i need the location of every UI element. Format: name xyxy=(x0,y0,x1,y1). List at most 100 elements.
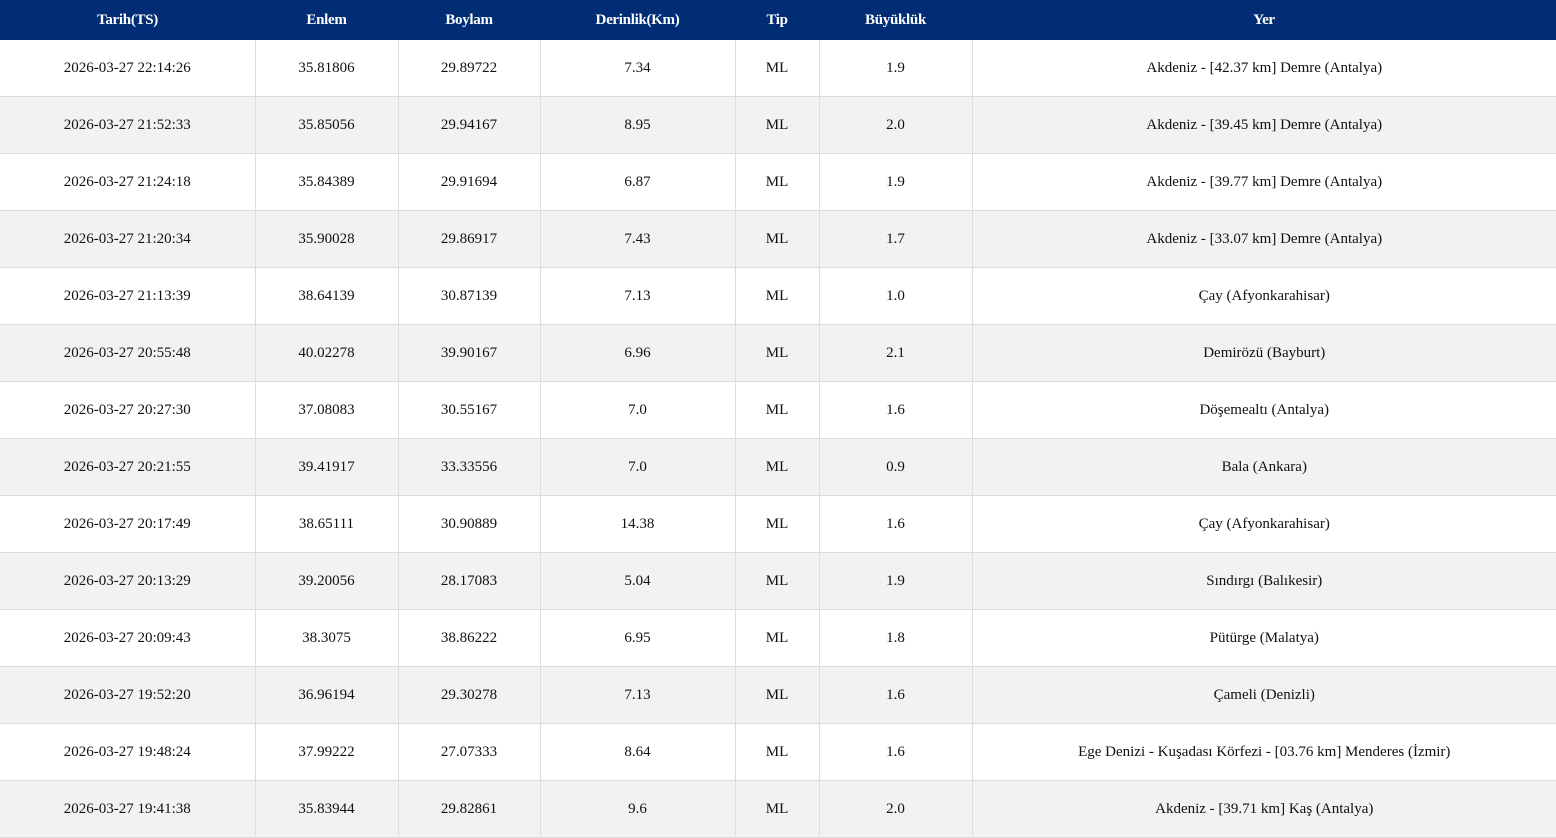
table-row[interactable]: 2026-03-27 20:13:29 39.20056 28.17083 5.04 M… xyxy=(0,552,1556,610)
cell-location: Akdeniz - [39.77 km] Demre (Antalya) xyxy=(972,153,1556,211)
table-row[interactable]: 2026-03-27 20:17:49 38.65111 30.90889 14.38… xyxy=(0,495,1556,553)
cell-depth: 14.38 xyxy=(540,495,736,553)
cell-date: 2026-03-27 20:13:29 xyxy=(0,552,256,610)
cell-latitude: 35.85056 xyxy=(255,96,399,154)
header-row: Tarih(TS) Enlem Boylam Derinlik(Km) Tip Büyük… xyxy=(0,0,1556,40)
cell-magnitude: 1.6 xyxy=(819,723,973,781)
cell-location: Akdeniz - [33.07 km] Demre (Antalya) xyxy=(972,210,1556,268)
cell-latitude: 37.99222 xyxy=(255,723,399,781)
cell-longitude: 29.86917 xyxy=(398,210,541,268)
cell-magnitude: 0.9 xyxy=(819,438,973,496)
cell-magnitude: 2.1 xyxy=(819,324,973,382)
column-header-location[interactable]: Yer xyxy=(972,0,1556,40)
cell-longitude: 27.07333 xyxy=(398,723,541,781)
cell-magnitude: 2.0 xyxy=(819,780,973,838)
cell-magnitude: 1.9 xyxy=(819,40,973,97)
table-row[interactable]: 2026-03-27 20:27:30 37.08083 30.55167 7.0 ML… xyxy=(0,381,1556,439)
cell-location: Bala (Ankara) xyxy=(972,438,1556,496)
cell-longitude: 29.91694 xyxy=(398,153,541,211)
cell-location: Sındırgı (Balıkesir) xyxy=(972,552,1556,610)
cell-date: 2026-03-27 21:13:39 xyxy=(0,267,256,325)
cell-latitude: 38.65111 xyxy=(255,495,399,553)
cell-location: Pütürge (Malatya) xyxy=(972,609,1556,667)
cell-location: Akdeniz - [42.37 km] Demre (Antalya) xyxy=(972,40,1556,97)
cell-date: 2026-03-27 21:20:34 xyxy=(0,210,256,268)
table-row[interactable]: 2026-03-27 20:55:48 40.02278 39.90167 6.96 M… xyxy=(0,324,1556,382)
column-header-depth[interactable]: Derinlik(Km) xyxy=(540,0,735,40)
cell-longitude: 39.90167 xyxy=(398,324,541,382)
cell-type: ML xyxy=(735,495,820,553)
cell-date: 2026-03-27 19:48:24 xyxy=(0,723,256,781)
cell-longitude: 29.30278 xyxy=(398,666,541,724)
cell-latitude: 38.3075 xyxy=(255,609,399,667)
cell-type: ML xyxy=(735,267,820,325)
cell-magnitude: 1.7 xyxy=(819,210,973,268)
cell-longitude: 30.55167 xyxy=(398,381,541,439)
column-header-type[interactable]: Tip xyxy=(735,0,819,40)
table-row[interactable]: 2026-03-27 20:09:43 38.3075 38.86222 6.95 ML… xyxy=(0,609,1556,667)
cell-date: 2026-03-27 19:52:20 xyxy=(0,666,256,724)
cell-type: ML xyxy=(735,666,820,724)
cell-type: ML xyxy=(735,609,820,667)
cell-longitude: 33.33556 xyxy=(398,438,541,496)
cell-type: ML xyxy=(735,324,820,382)
cell-latitude: 35.81806 xyxy=(255,40,399,97)
cell-date: 2026-03-27 20:17:49 xyxy=(0,495,256,553)
column-header-latitude[interactable]: Enlem xyxy=(255,0,398,40)
cell-depth: 7.43 xyxy=(540,210,736,268)
cell-depth: 7.34 xyxy=(540,40,736,97)
cell-type: ML xyxy=(735,723,820,781)
cell-date: 2026-03-27 20:55:48 xyxy=(0,324,256,382)
column-header-longitude[interactable]: Boylam xyxy=(398,0,540,40)
table-row[interactable]: 2026-03-27 19:41:38 35.83944 29.82861 9.6 ML… xyxy=(0,780,1556,838)
table-row[interactable]: 2026-03-27 20:21:55 39.41917 33.33556 7.0 ML… xyxy=(0,438,1556,496)
cell-longitude: 30.90889 xyxy=(398,495,541,553)
cell-magnitude: 1.6 xyxy=(819,381,973,439)
cell-type: ML xyxy=(735,381,820,439)
cell-depth: 6.87 xyxy=(540,153,736,211)
cell-date: 2026-03-27 20:21:55 xyxy=(0,438,256,496)
cell-magnitude: 1.6 xyxy=(819,666,973,724)
cell-location: Döşemealtı (Antalya) xyxy=(972,381,1556,439)
table-row[interactable]: 2026-03-27 21:20:34 35.90028 29.86917 7.43 M… xyxy=(0,210,1556,268)
cell-longitude: 29.94167 xyxy=(398,96,541,154)
column-header-date[interactable]: Tarih(TS) xyxy=(0,0,255,40)
cell-longitude: 30.87139 xyxy=(398,267,541,325)
cell-magnitude: 1.9 xyxy=(819,153,973,211)
cell-latitude: 35.83944 xyxy=(255,780,399,838)
cell-type: ML xyxy=(735,153,820,211)
cell-latitude: 39.41917 xyxy=(255,438,399,496)
cell-depth: 9.6 xyxy=(540,780,736,838)
cell-depth: 5.04 xyxy=(540,552,736,610)
cell-type: ML xyxy=(735,96,820,154)
table-row[interactable]: 2026-03-27 21:24:18 35.84389 29.91694 6.87 M… xyxy=(0,153,1556,211)
cell-depth: 7.0 xyxy=(540,381,736,439)
cell-longitude: 38.86222 xyxy=(398,609,541,667)
table-body: 2026-03-27 22:14:26 35.81806 29.89722 7.34 M… xyxy=(0,40,1556,838)
cell-latitude: 39.20056 xyxy=(255,552,399,610)
table-row[interactable]: 2026-03-27 19:48:24 37.99222 27.07333 8.64 M… xyxy=(0,723,1556,781)
cell-depth: 8.95 xyxy=(540,96,736,154)
table-row[interactable]: 2026-03-27 19:52:20 36.96194 29.30278 7.13 M… xyxy=(0,666,1556,724)
cell-type: ML xyxy=(735,210,820,268)
cell-date: 2026-03-27 20:09:43 xyxy=(0,609,256,667)
table-row[interactable]: 2026-03-27 21:52:33 35.85056 29.94167 8.95 M… xyxy=(0,96,1556,154)
cell-longitude: 29.82861 xyxy=(398,780,541,838)
table-row[interactable]: 2026-03-27 21:13:39 38.64139 30.87139 7.13 M… xyxy=(0,267,1556,325)
cell-location: Çameli (Denizli) xyxy=(972,666,1556,724)
cell-magnitude: 1.6 xyxy=(819,495,973,553)
table-row[interactable]: 2026-03-27 22:14:26 35.81806 29.89722 7.34 M… xyxy=(0,40,1556,97)
cell-magnitude: 1.0 xyxy=(819,267,973,325)
cell-latitude: 35.90028 xyxy=(255,210,399,268)
cell-depth: 7.13 xyxy=(540,666,736,724)
cell-longitude: 28.17083 xyxy=(398,552,541,610)
cell-date: 2026-03-27 22:14:26 xyxy=(0,40,256,97)
cell-latitude: 37.08083 xyxy=(255,381,399,439)
cell-date: 2026-03-27 21:52:33 xyxy=(0,96,256,154)
cell-depth: 7.13 xyxy=(540,267,736,325)
cell-location: Akdeniz - [39.45 km] Demre (Antalya) xyxy=(972,96,1556,154)
cell-type: ML xyxy=(735,552,820,610)
column-header-magnitude[interactable]: Büyüklük xyxy=(819,0,972,40)
cell-type: ML xyxy=(735,40,820,97)
